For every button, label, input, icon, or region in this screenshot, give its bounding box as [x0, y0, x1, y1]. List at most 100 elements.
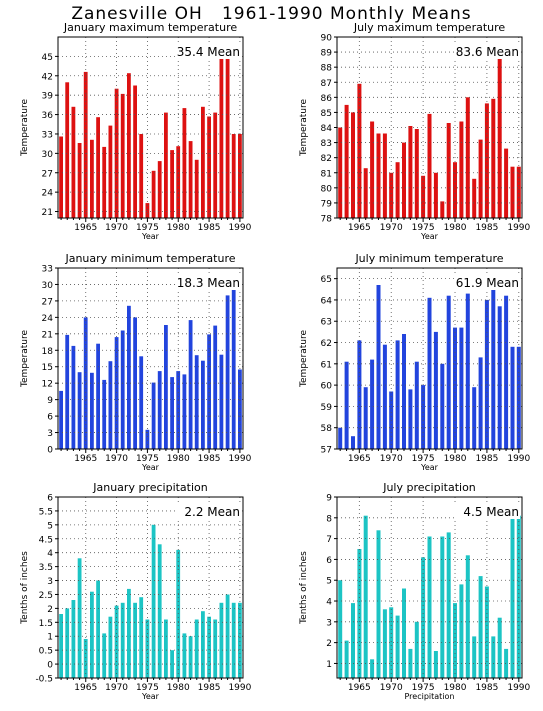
- chart-jul-min: July minimum temperature 57 58 59 60 61 62 63 64…: [299, 252, 531, 472]
- chart-title: January precipitation: [92, 481, 208, 494]
- bar-1978: [164, 619, 168, 678]
- bar-1962: [338, 427, 343, 449]
- mean-label-bg: [454, 274, 520, 290]
- mean-label: 35.4 Mean: [177, 45, 240, 59]
- y-tick-label: 4.5: [39, 535, 53, 545]
- bar-1987: [497, 306, 502, 449]
- bar-1965: [83, 639, 88, 678]
- bar-1986: [491, 98, 496, 218]
- bar-1986: [213, 112, 218, 218]
- bar-1988: [225, 594, 230, 678]
- mean-label: 61.9 Mean: [456, 276, 519, 290]
- y-tick-label: 5: [326, 577, 332, 587]
- y-tick-label: 1: [47, 633, 53, 643]
- x-tick-label: 1980: [444, 223, 467, 233]
- bar-1985: [484, 586, 489, 678]
- bar-1966: [363, 168, 368, 218]
- bar-1979: [446, 532, 451, 678]
- y-tick-label: 0: [47, 446, 53, 456]
- bar-1978: [440, 201, 445, 218]
- bar-1974: [139, 356, 144, 449]
- y-tick-label: 85: [321, 109, 332, 119]
- bar-1962: [65, 82, 70, 219]
- x-axis-label: Year: [141, 463, 160, 472]
- bar-1977: [157, 371, 162, 449]
- x-tick-label: 1975: [412, 454, 435, 464]
- bar-1965: [83, 317, 88, 449]
- x-tick-label: 1970: [105, 223, 128, 233]
- x-tick-label: 1990: [507, 454, 530, 464]
- y-tick-label: 8: [326, 514, 332, 524]
- bar-1964: [351, 112, 355, 218]
- y-tick-label: 27: [42, 297, 53, 307]
- x-tick-label: 1980: [444, 454, 467, 464]
- y-tick-label: 21: [42, 330, 53, 340]
- bar-1969: [108, 125, 113, 218]
- bar-1970: [389, 607, 394, 678]
- bar-1970: [389, 172, 394, 219]
- bar-1966: [90, 372, 94, 449]
- y-tick-label: 4: [47, 549, 53, 559]
- x-axis-label: Year: [420, 463, 439, 472]
- x-axis-label: Year: [420, 232, 439, 241]
- bar-1976: [151, 524, 156, 678]
- bar-1990: [516, 166, 521, 218]
- chart-jan-min: January minimum temperature 0 3 6 9 12 15 18 21 2…: [20, 252, 252, 472]
- bar-1966: [90, 591, 94, 678]
- y-tick-label: -0.5: [35, 675, 53, 685]
- bar-1977: [157, 544, 162, 678]
- bar-1974: [414, 129, 419, 218]
- x-tick-label: 1975: [412, 223, 435, 233]
- bar-1963: [71, 106, 76, 218]
- y-tick-label: 33: [42, 265, 53, 275]
- bar-1980: [453, 603, 457, 678]
- y-tick-label: 18: [42, 347, 54, 357]
- bar-1986: [213, 325, 218, 449]
- bar-1971: [395, 162, 400, 218]
- bar-1978: [440, 363, 445, 449]
- y-tick-label: 82: [321, 154, 332, 164]
- x-tick-label: 1965: [74, 454, 97, 464]
- x-tick-label: 1970: [380, 454, 403, 464]
- bar-1973: [133, 602, 137, 678]
- bar-1985: [207, 334, 211, 449]
- bar-1987: [497, 58, 502, 218]
- y-tick-label: 30: [42, 150, 54, 160]
- bar-1963: [71, 600, 76, 678]
- bar-1974: [414, 621, 419, 678]
- y-tick-label: 39: [42, 92, 54, 102]
- bar-1982: [465, 97, 470, 218]
- bar-1988: [504, 148, 509, 218]
- x-tick-label: 1975: [136, 223, 159, 233]
- bar-1974: [414, 361, 419, 449]
- mean-label: 18.3 Mean: [177, 276, 240, 290]
- bar-1990: [516, 346, 521, 449]
- y-tick-label: 88: [321, 64, 333, 74]
- bar-1978: [164, 112, 168, 218]
- bar-1973: [408, 648, 413, 678]
- bar-1981: [459, 327, 464, 449]
- y-tick-label: 3: [326, 618, 332, 628]
- bar-1987: [219, 354, 224, 449]
- y-tick-label: 63: [321, 318, 332, 328]
- bar-1976: [151, 382, 156, 449]
- x-tick-label: 1980: [167, 683, 190, 693]
- x-tick-label: 1985: [475, 683, 498, 693]
- bar-1962: [65, 608, 70, 678]
- bar-1990: [238, 369, 242, 449]
- bar-1964: [351, 436, 355, 449]
- x-axis-label: Year: [141, 692, 160, 701]
- bar-1974: [139, 134, 144, 218]
- bar-1978: [164, 325, 168, 449]
- bar-1979: [170, 150, 174, 218]
- bar-1970: [114, 337, 119, 449]
- y-tick-label: 0: [47, 661, 53, 671]
- y-tick-label: 57: [321, 446, 332, 456]
- bar-1983: [194, 159, 199, 218]
- x-tick-label: 1985: [198, 683, 221, 693]
- bar-1979: [446, 295, 451, 449]
- mean-label: 2.2 Mean: [184, 505, 240, 519]
- bar-1972: [402, 334, 406, 449]
- bar-1989: [231, 134, 236, 218]
- bar-1987: [497, 617, 502, 678]
